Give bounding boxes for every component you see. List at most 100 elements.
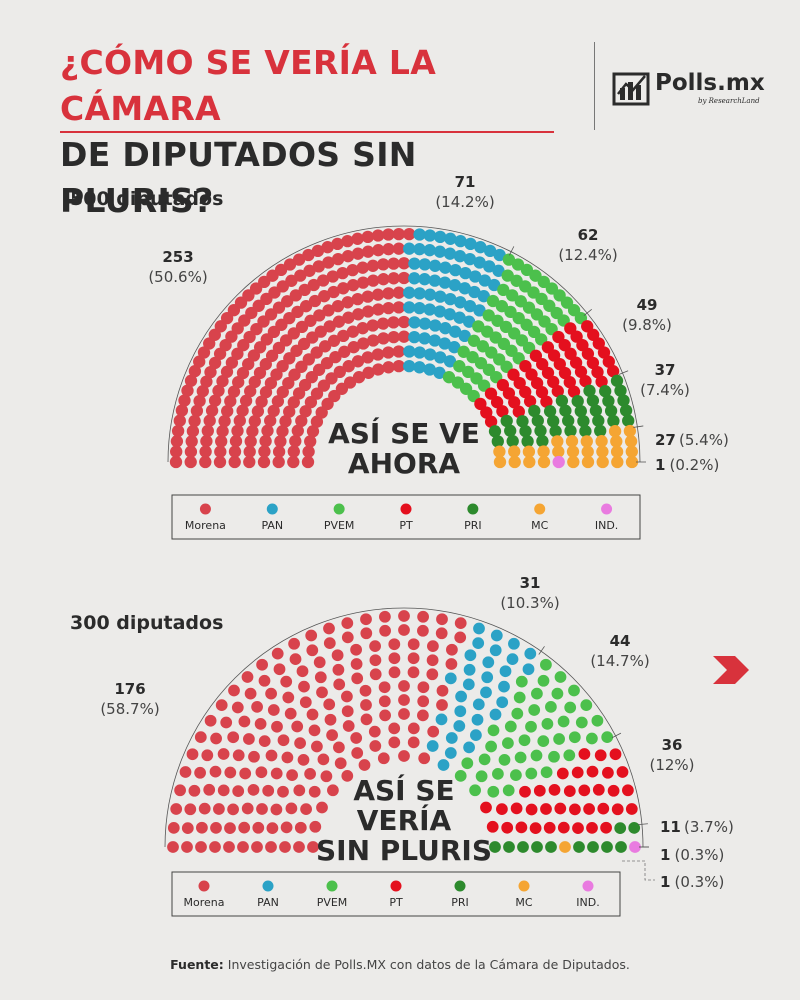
seat-pt: [510, 802, 523, 815]
seat-morena: [388, 736, 401, 749]
seat-morena: [287, 396, 300, 409]
seat-morena: [238, 715, 251, 728]
seat-morena: [299, 300, 313, 313]
seat-morena: [387, 257, 400, 270]
seat-pan: [490, 629, 503, 642]
seat-pan: [469, 270, 482, 283]
seat-pt: [594, 749, 607, 762]
seat-pri: [587, 841, 599, 853]
seat-count-pt: 36: [662, 736, 683, 754]
seat-pvem: [563, 749, 576, 762]
seat-morena: [291, 424, 304, 437]
seat-pvem: [469, 784, 481, 797]
seat-morena: [327, 285, 340, 299]
seat-pt: [563, 785, 576, 797]
seat-pt: [586, 765, 599, 778]
seat-pvem: [506, 289, 519, 302]
seat-morena: [283, 258, 297, 271]
seat-morena: [304, 314, 317, 327]
seat-morena: [350, 732, 363, 744]
seat-morena: [332, 663, 345, 676]
seat-pt: [600, 821, 612, 834]
seat-morena: [379, 624, 391, 637]
legend-box: [171, 494, 641, 540]
seat-mc: [610, 435, 623, 448]
header-divider: [594, 42, 595, 130]
seat-morena: [407, 722, 420, 735]
seat-morena: [217, 748, 230, 760]
seat-morena: [282, 691, 295, 704]
seat-pvem: [601, 731, 614, 743]
seat-morena: [289, 289, 302, 302]
seat-morena: [267, 704, 280, 716]
seat-pt: [519, 785, 531, 798]
seat-morena: [259, 434, 272, 448]
seat-pvem: [454, 770, 467, 782]
seat-mc: [623, 424, 637, 438]
seat-morena: [264, 414, 277, 427]
seat-pan: [522, 663, 535, 676]
seat-morena: [225, 356, 239, 369]
seat-pvem: [477, 379, 491, 392]
seat-morena: [295, 414, 308, 428]
seat-morena: [238, 821, 251, 834]
seat-pt: [602, 766, 614, 779]
seat-morena: [289, 434, 302, 448]
seat-pt: [572, 822, 584, 834]
seat-morena: [426, 668, 439, 681]
seat-morena: [239, 767, 252, 780]
seat-morena: [326, 729, 338, 741]
seat-morena: [299, 405, 312, 418]
seat-pvem: [557, 715, 570, 728]
seat-pt: [556, 767, 569, 780]
seat-morena: [314, 325, 327, 338]
seat-morena: [274, 263, 288, 277]
seat-mc: [596, 445, 609, 458]
seat-morena: [403, 227, 416, 241]
next-arrow-icon[interactable]: [713, 656, 749, 684]
seat-morena: [298, 680, 310, 693]
seat-morena: [251, 405, 265, 418]
seat-morena: [233, 414, 246, 427]
seat-morena: [346, 263, 359, 277]
seat-morena: [254, 718, 267, 730]
seat-pvem: [575, 716, 588, 729]
legend-swatch-pvem: [333, 503, 345, 515]
seat-pan: [423, 244, 436, 257]
seat-pan: [413, 301, 426, 315]
seat-pri: [599, 385, 612, 398]
seat-morena: [281, 295, 294, 308]
seat-mc: [567, 455, 580, 469]
seat-morena: [368, 725, 381, 738]
seat-count-morena: 253: [162, 248, 193, 266]
seat-morena: [248, 750, 260, 763]
seat-pan: [481, 671, 494, 684]
seat-morena: [302, 445, 315, 458]
seat-morena: [341, 631, 354, 644]
seat-morena: [218, 414, 231, 428]
seat-pan: [508, 637, 520, 650]
seat-pt: [567, 385, 581, 398]
seat-morena: [366, 259, 380, 272]
seat-pvem: [553, 733, 565, 745]
seat-pan: [449, 263, 462, 277]
seat-morena: [296, 665, 309, 678]
seat-pt: [536, 358, 549, 371]
seat-morena: [304, 396, 318, 409]
legend-label-morena: Morena: [185, 519, 226, 532]
seat-pan: [413, 228, 426, 241]
seat-morena: [236, 404, 249, 417]
seat-mc: [595, 435, 608, 448]
boundary-tick: [508, 246, 515, 256]
seat-count-mc: 1: [660, 873, 670, 891]
seat-pt: [586, 822, 598, 834]
seat-morena: [213, 803, 225, 815]
seat-morena: [397, 271, 411, 285]
seat-pt: [578, 748, 591, 760]
seat-pan: [493, 248, 506, 262]
seat-morena: [271, 647, 284, 660]
seat-pan: [443, 308, 456, 321]
seat-pri: [506, 434, 519, 448]
seat-morena: [351, 247, 365, 260]
seat-pan: [444, 747, 457, 759]
